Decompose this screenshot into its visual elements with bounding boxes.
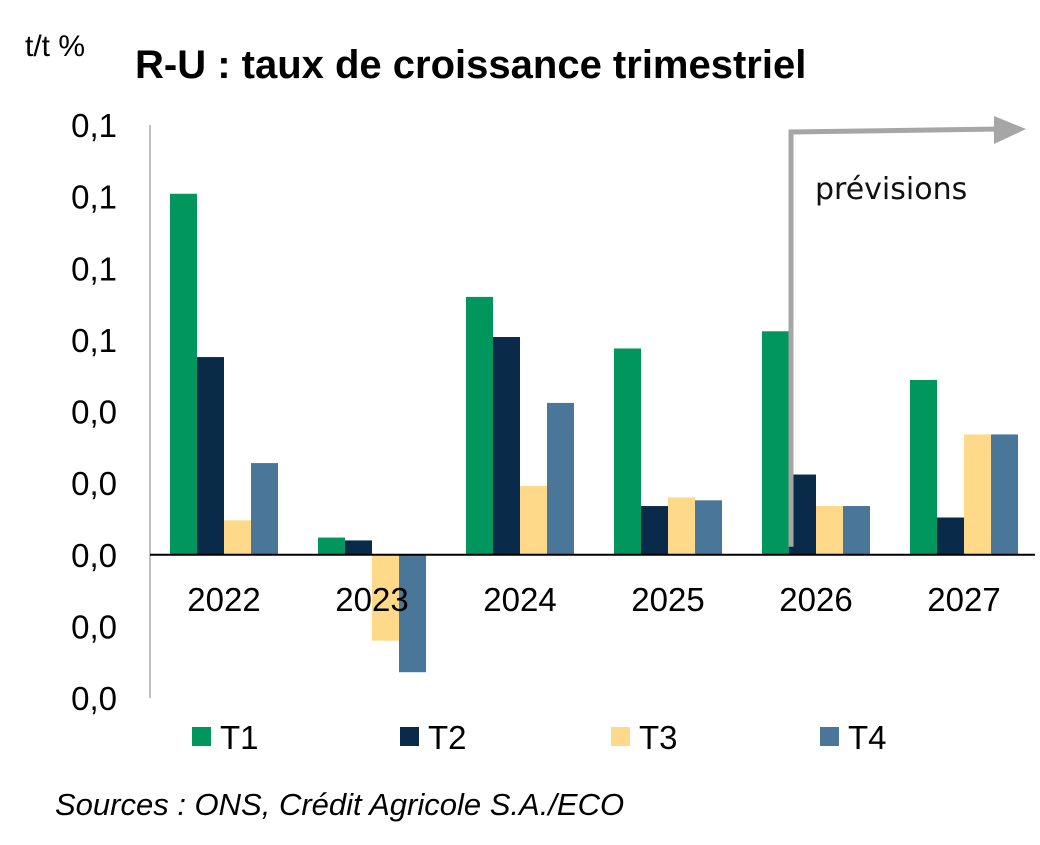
legend-label-t2: T2 — [428, 719, 467, 756]
bar-t1-2025 — [614, 348, 641, 555]
bar-t3-2025 — [668, 497, 695, 555]
legend-swatch-t4 — [820, 727, 839, 746]
legend-swatch-t3 — [611, 727, 630, 746]
bar-t1-2022 — [170, 193, 197, 555]
x-tick-label: 2026 — [779, 581, 852, 618]
bar-t1-2027 — [910, 379, 937, 555]
bar-t4-2027 — [991, 434, 1018, 555]
plot-area: 0,1 0,1 0,1 0,1 0,0 0,0 0,0 0,0 0,0 2022 2023 2024 2… — [71, 107, 1035, 717]
y-tick-label: 0,1 — [71, 107, 117, 144]
bar-t3-2026 — [816, 506, 843, 555]
forecast-annotation: prévisions — [815, 172, 967, 207]
x-tick-label: 2025 — [631, 581, 704, 618]
y-tick-label: 0,0 — [71, 465, 117, 502]
bar-t3-2022 — [224, 520, 251, 555]
bar-t1-2026 — [762, 331, 789, 555]
y-tick-label: 0,0 — [71, 608, 117, 645]
forecast-arrow-head — [994, 116, 1026, 144]
source-note: Sources : ONS, Crédit Agricole S.A./ECO — [55, 787, 624, 822]
x-tick-label: 2024 — [483, 581, 556, 618]
bar-t2-2023 — [345, 540, 372, 555]
bar-t4-2024 — [547, 402, 574, 555]
bar-t1-2024 — [466, 296, 493, 555]
x-tick-label: 2027 — [927, 581, 1000, 618]
bar-t3-2027 — [964, 434, 991, 555]
x-tick-label: 2023 — [335, 581, 408, 618]
bar-t2-2025 — [641, 506, 668, 555]
x-tick-label: 2022 — [187, 581, 260, 618]
bar-t3-2024 — [520, 485, 547, 555]
chart-title: R-U : taux de croissance trimestriel — [135, 43, 806, 87]
y-tick-label: 0,1 — [71, 250, 117, 287]
y-tick-label: 0,0 — [71, 537, 117, 574]
y-tick-label: 0,0 — [71, 680, 117, 717]
legend-label-t4: T4 — [848, 719, 887, 756]
y-tick-label: 0,0 — [71, 394, 117, 431]
bar-t2-2022 — [197, 357, 224, 555]
unit-label: t/t % — [25, 30, 85, 63]
bar-t3-2023 — [372, 554, 399, 641]
bar-t1-2023 — [318, 537, 345, 555]
bar-t2-2024 — [493, 337, 520, 555]
y-tick-label: 0,1 — [71, 322, 117, 359]
legend: T1 T2 T3 T4 — [192, 719, 887, 756]
legend-swatch-t2 — [400, 727, 419, 746]
bar-t4-2025 — [695, 500, 722, 555]
bar-t4-2022 — [251, 463, 278, 555]
legend-label-t1: T1 — [220, 719, 259, 756]
legend-label-t3: T3 — [639, 719, 678, 756]
bar-t2-2027 — [937, 517, 964, 555]
forecast-arrow — [788, 126, 1001, 547]
bar-t4-2023 — [399, 554, 426, 673]
bar-t4-2026 — [843, 506, 870, 555]
legend-swatch-t1 — [192, 727, 211, 746]
y-tick-label: 0,1 — [71, 179, 117, 216]
